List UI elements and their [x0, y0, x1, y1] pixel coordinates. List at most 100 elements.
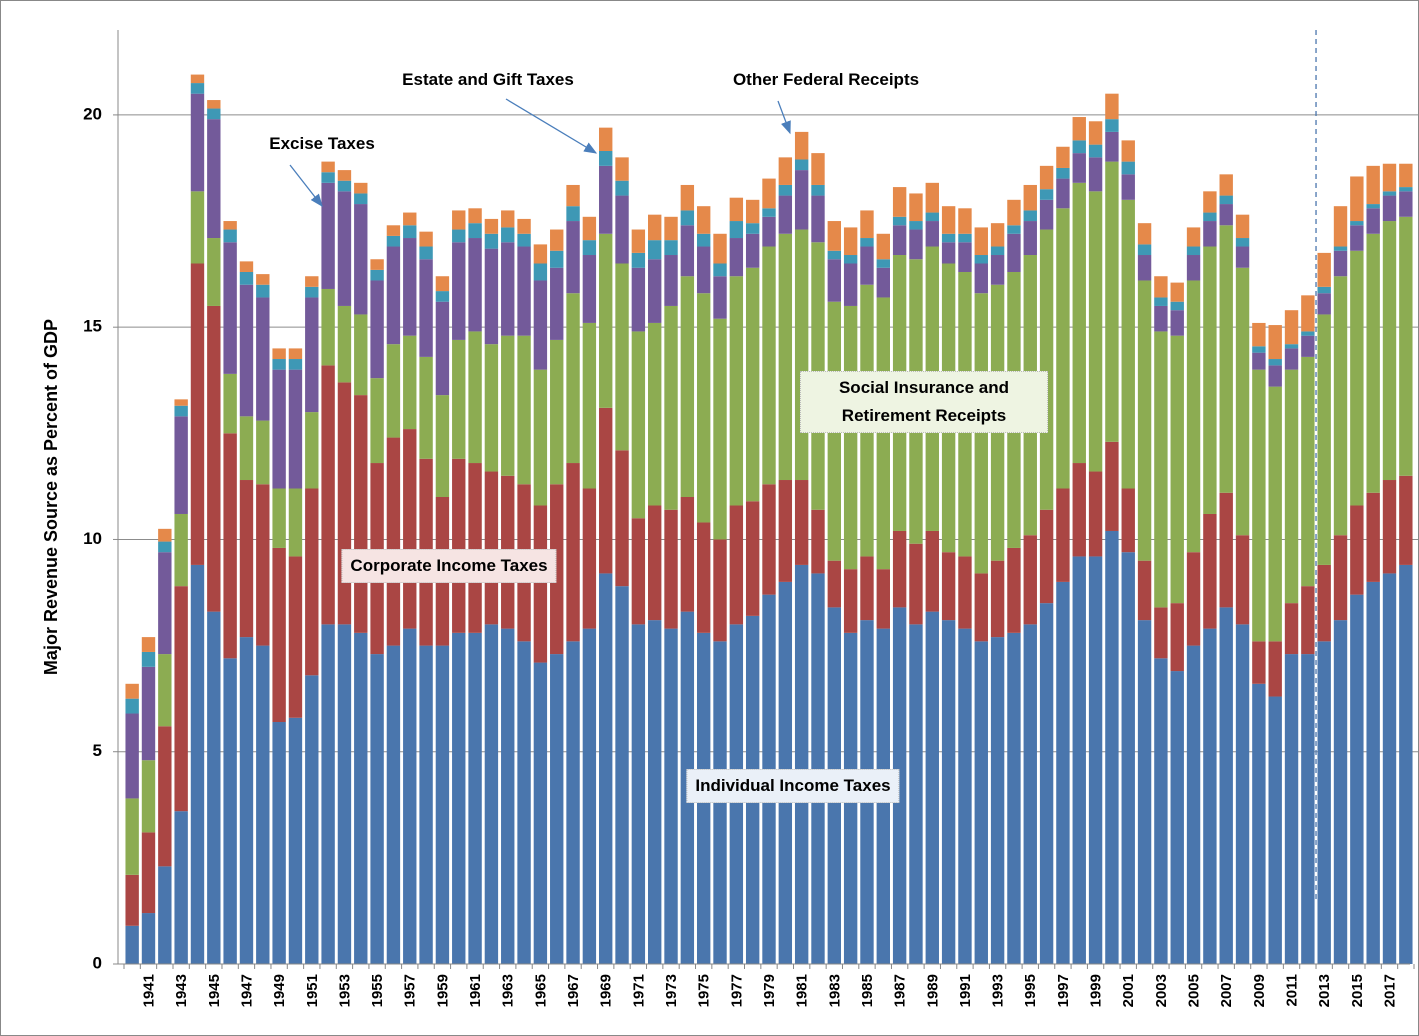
bar-segment — [1333, 206, 1348, 247]
bar-segment — [403, 225, 417, 239]
bar-segment — [501, 628, 515, 964]
bar-segment — [745, 223, 760, 234]
bar-segment — [484, 471, 499, 625]
bar-segment — [941, 552, 956, 621]
bar-segment — [566, 206, 580, 222]
bar-segment — [1317, 314, 1331, 565]
x-tick-label: 1979 — [761, 974, 778, 1007]
bar-segment — [1170, 603, 1184, 672]
bar-segment — [1186, 227, 1201, 247]
bar-segment — [1301, 331, 1315, 336]
bar-segment — [827, 560, 842, 608]
bar-segment — [207, 119, 221, 239]
bar-segment — [958, 628, 972, 964]
bar-segment — [1088, 556, 1103, 964]
bar-segment — [1284, 344, 1299, 349]
bar-segment — [337, 382, 352, 625]
bar-segment — [664, 305, 678, 510]
bar-segment — [1170, 335, 1184, 604]
bar-segment — [566, 184, 580, 207]
bar-segment — [305, 488, 319, 676]
bar-segment — [190, 564, 205, 964]
y-axis-label: Major Revenue Source as Percent of GDP — [41, 319, 61, 675]
bar-segment — [811, 195, 825, 243]
bar-segment — [1007, 225, 1021, 234]
bar-segment — [1186, 255, 1201, 281]
bar-segment — [925, 182, 939, 213]
bar-segment — [615, 195, 629, 264]
bar-segment — [1382, 480, 1397, 574]
bar-segment — [256, 284, 270, 298]
bar-segment — [1039, 229, 1054, 510]
bar-segment — [990, 223, 1005, 247]
bar-segment — [827, 250, 842, 260]
bar-segment — [370, 259, 384, 270]
bar-segment — [1203, 191, 1217, 213]
bar-segment — [1088, 191, 1103, 472]
bar-segment — [631, 267, 646, 332]
x-tick-label: 2009 — [1251, 974, 1268, 1007]
bar-segment — [1252, 641, 1266, 684]
bar-segment — [239, 261, 254, 272]
bar-segment — [1023, 624, 1037, 964]
bar-segment — [1039, 603, 1054, 964]
x-tick-label: 2013 — [1316, 974, 1333, 1007]
bar-segment — [631, 229, 646, 253]
bar-segment — [484, 344, 499, 472]
bar-segment — [1366, 165, 1380, 205]
bar-segment — [517, 218, 531, 234]
bar-segment — [207, 108, 221, 120]
bar-segment — [1072, 117, 1086, 141]
bar-segment — [664, 240, 678, 256]
bar-segment — [974, 255, 988, 264]
bar-segment — [745, 501, 760, 616]
bar-segment — [337, 624, 352, 964]
bar-segment — [370, 378, 384, 464]
bar-segment — [664, 628, 678, 964]
bar-segment — [1203, 246, 1217, 514]
bar-segment — [1039, 199, 1054, 230]
x-tick-label: 1969 — [598, 974, 615, 1007]
bar-segment — [909, 229, 923, 260]
bar-segment — [1088, 144, 1103, 158]
bar-segment — [680, 225, 695, 277]
bar-segment — [664, 509, 678, 629]
bar-segment — [1219, 225, 1233, 493]
bar-segment — [1301, 356, 1315, 587]
bar-segment — [321, 288, 335, 366]
bar-segment — [1235, 238, 1250, 247]
bar-segment — [1235, 214, 1250, 239]
bar-segment — [1039, 165, 1054, 190]
bar-segment — [582, 255, 597, 323]
bar-segment — [1252, 352, 1266, 370]
bar-segment — [1072, 140, 1086, 154]
bar-segment — [158, 654, 172, 727]
y-tick-label: 5 — [93, 741, 102, 760]
bar-segment — [778, 480, 793, 582]
bar-segment — [354, 395, 368, 633]
bar-segment — [860, 210, 874, 239]
x-tick-label: 1983 — [826, 974, 843, 1007]
bar-segment — [941, 233, 956, 243]
bar-segment — [1252, 322, 1266, 347]
bar-segment — [892, 216, 907, 226]
bar-segment — [321, 161, 335, 173]
bar-segment — [631, 624, 646, 964]
bar-segment — [1333, 276, 1348, 536]
bar-segment — [386, 437, 401, 646]
bar-segment — [1268, 641, 1282, 697]
bar-segment — [680, 210, 695, 226]
bar-segment — [1284, 654, 1299, 964]
bar-segment — [337, 191, 352, 306]
x-tick-label: 1959 — [434, 974, 451, 1007]
x-tick-label: 2007 — [1218, 974, 1235, 1007]
bar-segment — [974, 293, 988, 574]
bar-segment — [599, 573, 613, 964]
bar-segment — [615, 180, 629, 196]
bar-segment — [1235, 267, 1250, 536]
x-tick-label: 1963 — [500, 974, 517, 1007]
bar-segment — [1072, 182, 1086, 464]
bar-segment — [778, 195, 793, 234]
bar-segment — [223, 658, 237, 964]
